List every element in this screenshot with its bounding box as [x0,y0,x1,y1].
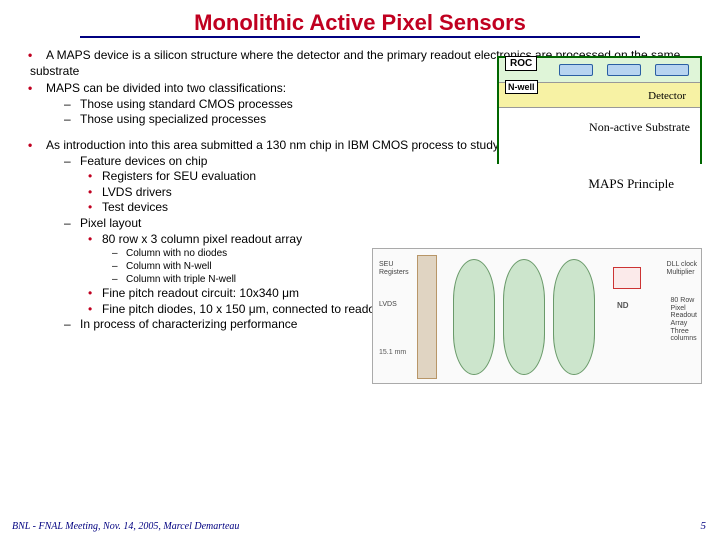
page-title: Monolithic Active Pixel Sensors [80,0,640,38]
diagram1-caption: MAPS Principle [588,176,674,192]
detector-label: Detector [648,90,686,102]
nwell-label: N-well [505,80,538,94]
bullet-3a3: Test devices [88,200,690,216]
page-number: 5 [701,520,707,532]
bullet-2-text: MAPS can be divided into two classificat… [46,81,286,95]
footer-text: BNL - FNAL Meeting, Nov. 14, 2005, Marce… [12,521,239,532]
substrate-label: Non-active Substrate [589,120,690,135]
maps-principle-diagram: ROC N-well Detector Non-active Substrate [497,56,702,164]
roc-label: ROC [505,56,537,71]
chip-layout-diagram: SEU Registers LVDS 15.1 mm ND DLL clock … [372,248,702,384]
